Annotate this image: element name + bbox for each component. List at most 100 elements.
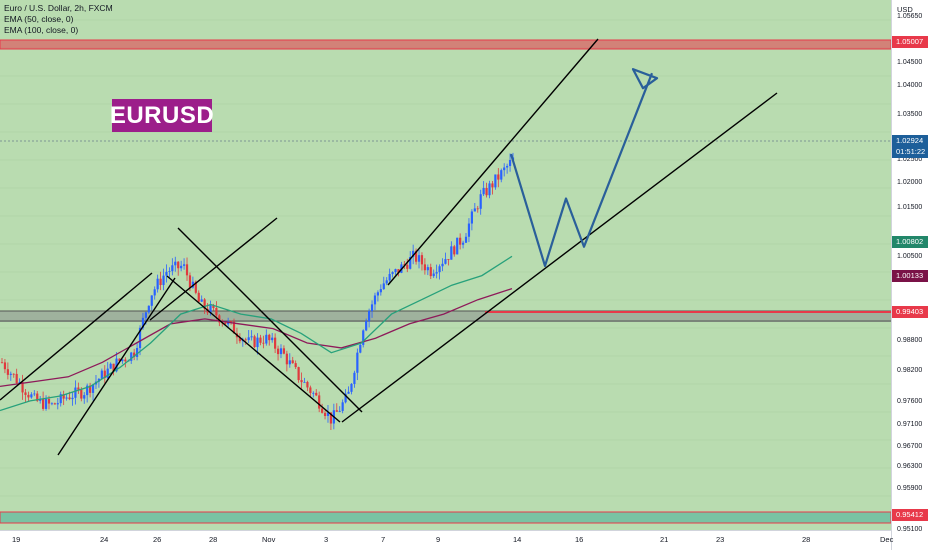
candle-body	[347, 391, 350, 394]
candle-body	[326, 412, 330, 416]
candle-body	[470, 211, 473, 224]
bottom-level-band	[0, 511, 892, 524]
candle-body	[212, 305, 215, 309]
candle-body	[159, 278, 162, 286]
candle-body	[86, 385, 89, 396]
candle-body	[429, 267, 432, 277]
price-tick-label: 0.98200	[897, 367, 923, 374]
candle-body	[367, 311, 371, 322]
candle-body	[150, 295, 153, 306]
rising-channel-top	[387, 38, 599, 286]
price-tick-label: 0.98800	[897, 337, 923, 344]
candle-body	[53, 403, 56, 405]
candle-body	[315, 392, 318, 396]
candle-body	[417, 255, 421, 262]
candle-body	[432, 273, 435, 277]
candle-body	[341, 402, 344, 411]
candle-body	[271, 337, 274, 341]
candle-body	[323, 412, 327, 416]
candle-body	[359, 344, 362, 353]
candle-body	[353, 372, 356, 384]
ema50-line	[0, 255, 513, 412]
legend-ema50: EMA (50, close, 0)	[4, 14, 74, 24]
symbol-badge: EURUSD	[110, 99, 214, 132]
candle-body	[62, 394, 65, 399]
candle-body	[203, 299, 206, 309]
candle-body	[385, 280, 388, 284]
time-tick-label: 3	[324, 535, 329, 544]
candle-body	[291, 360, 294, 364]
price-tick-label: 0.96300	[897, 463, 923, 470]
ema100-line	[0, 287, 513, 388]
price-label-current: 1.02924	[892, 135, 928, 147]
candle-body	[285, 353, 288, 365]
candle-body	[423, 264, 426, 271]
candle-body	[59, 394, 62, 404]
price-tick-label: 0.97100	[897, 421, 923, 428]
candle-body	[409, 256, 412, 269]
candle-body	[144, 312, 148, 318]
candle-body	[238, 337, 241, 342]
candle-body	[177, 261, 180, 269]
candle-body	[356, 352, 359, 373]
candle-body	[200, 299, 203, 302]
time-tick-label: 7	[381, 535, 386, 544]
price-tick-label: 1.05650	[897, 13, 923, 20]
candle-body	[435, 272, 438, 274]
candle-body	[309, 387, 312, 393]
candle-body	[335, 410, 338, 412]
rising-channel-bottom	[341, 92, 778, 423]
candle-body	[274, 337, 277, 349]
candle-body	[485, 187, 488, 196]
candle-body	[124, 359, 127, 362]
channel-line-1-lower	[57, 277, 176, 456]
time-axis[interactable]	[0, 530, 891, 551]
candle-body	[456, 237, 459, 255]
time-tick-label: 16	[575, 535, 584, 544]
price-label-resistance: 1.05007	[892, 36, 928, 48]
trend-channel-lines[interactable]	[0, 38, 778, 456]
candle-body	[420, 255, 424, 265]
candle-body	[503, 167, 506, 171]
price-tick-label: 1.01500	[897, 204, 923, 211]
candle-body	[68, 397, 71, 400]
candle-body	[338, 410, 341, 412]
candle-body	[479, 194, 482, 209]
candle-body	[24, 392, 27, 395]
candle-body	[174, 261, 177, 266]
price-tick-label: 1.00500	[897, 253, 923, 260]
grid-lines	[0, 19, 891, 497]
candle-body	[265, 334, 268, 344]
candle-body	[47, 398, 51, 404]
candle-body	[244, 339, 247, 341]
candle-body	[488, 183, 491, 196]
resistance-band	[0, 39, 892, 50]
candle-body	[135, 348, 139, 357]
candle-body	[344, 393, 347, 403]
candle-body	[414, 250, 418, 262]
candle-body	[141, 317, 145, 328]
support-zone	[0, 311, 891, 322]
candle-body	[441, 263, 444, 267]
time-tick-label: 26	[153, 535, 162, 544]
candle-body	[268, 334, 271, 341]
candle-body	[91, 384, 95, 393]
time-tick-label: Nov	[262, 535, 276, 544]
candle-body	[100, 370, 103, 379]
candle-body	[447, 259, 450, 260]
candle-body	[80, 389, 83, 399]
candle-body	[450, 246, 453, 260]
candle-body	[15, 373, 18, 384]
candle-body	[373, 295, 377, 305]
candle-body	[218, 315, 221, 323]
candle-body	[153, 289, 156, 296]
candle-body	[397, 269, 400, 273]
time-tick-label: 9	[436, 535, 441, 544]
candle-body	[370, 304, 374, 312]
candle-body	[232, 321, 236, 334]
candle-body	[294, 363, 297, 368]
projection-arrow-path[interactable]	[509, 72, 654, 267]
price-label-countdown: 01:51:22	[892, 146, 928, 158]
chart-background	[0, 0, 891, 530]
